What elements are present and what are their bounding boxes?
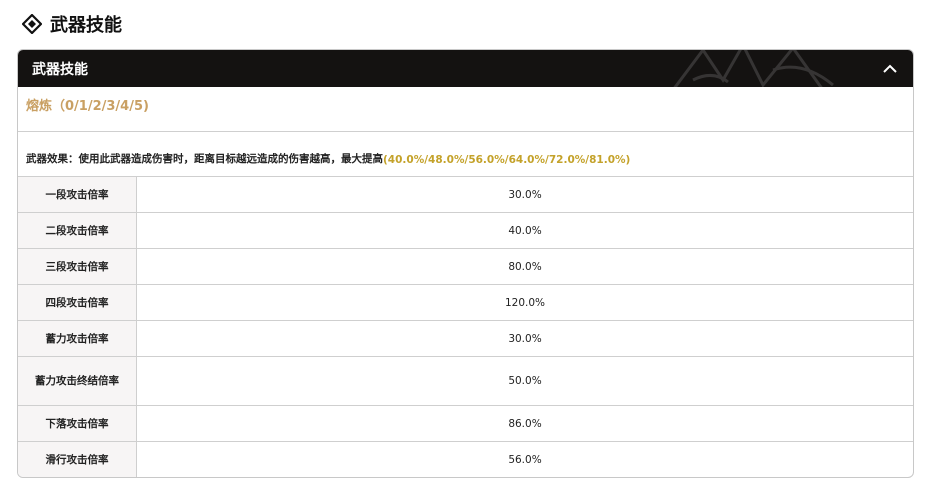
row-label: 蓄力攻击终结倍率 (18, 356, 137, 406)
panel-title: 武器技能 (32, 61, 88, 78)
chevron-up-icon[interactable] (881, 60, 899, 78)
row-value: 40.0% (136, 212, 913, 249)
row-value: 120.0% (136, 284, 913, 321)
row-value: 30.0% (136, 320, 913, 357)
table-row: 蓄力攻击倍率 30.0% (18, 320, 913, 357)
panel-header[interactable]: 武器技能 (18, 50, 913, 87)
weapon-skill-panel: 武器技能 熔炼（0/1/2/3/4/5) 武器效果：使用此武器造成伤害时，距离目… (17, 49, 914, 478)
table-row: 蓄力攻击终结倍率 50.0% (18, 356, 913, 406)
page-title: 武器技能 (50, 15, 122, 36)
effect-text: 武器效果：使用此武器造成伤害时，距离目标越远造成的伤害越高，最大提高 (26, 153, 383, 165)
row-label: 滑行攻击倍率 (18, 441, 137, 477)
row-label: 蓄力攻击倍率 (18, 320, 137, 357)
table-row: 二段攻击倍率 40.0% (18, 212, 913, 249)
row-value: 56.0% (508, 453, 542, 466)
multiplier-table: 一段攻击倍率 30.0% 二段攻击倍率 40.0% 三段攻击倍率 80.0% 四段攻击倍率 1… (18, 177, 913, 477)
row-value: 50.0% (136, 356, 913, 406)
row-label: 二段攻击倍率 (18, 212, 137, 249)
table-row: 滑行攻击倍率 56.0% (18, 441, 913, 477)
row-label: 下落攻击倍率 (18, 405, 137, 442)
weapon-effect: 武器效果：使用此武器造成伤害时，距离目标越远造成的伤害越高，最大提高 (40.0%… (18, 132, 913, 177)
table-row: 三段攻击倍率 80.0% (18, 248, 913, 285)
row-label: 一段攻击倍率 (18, 177, 137, 213)
row-value: 86.0% (136, 405, 913, 442)
row-value: 80.0% (136, 248, 913, 285)
diamond-icon (22, 14, 42, 34)
refine-levels: 熔炼（0/1/2/3/4/5) (18, 87, 913, 132)
table-row: 一段攻击倍率 30.0% (18, 177, 913, 213)
effect-values: (40.0%/48.0%/56.0%/64.0%/72.0%/81.0%) (383, 154, 631, 166)
row-label: 四段攻击倍率 (18, 284, 137, 321)
beast-artwork-icon (673, 50, 834, 87)
table-row: 四段攻击倍率 120.0% (18, 284, 913, 321)
section-heading: 武器技能 (22, 11, 122, 37)
row-value: 30.0% (136, 177, 913, 213)
table-row: 下落攻击倍率 86.0% (18, 405, 913, 442)
row-label: 三段攻击倍率 (18, 248, 137, 285)
